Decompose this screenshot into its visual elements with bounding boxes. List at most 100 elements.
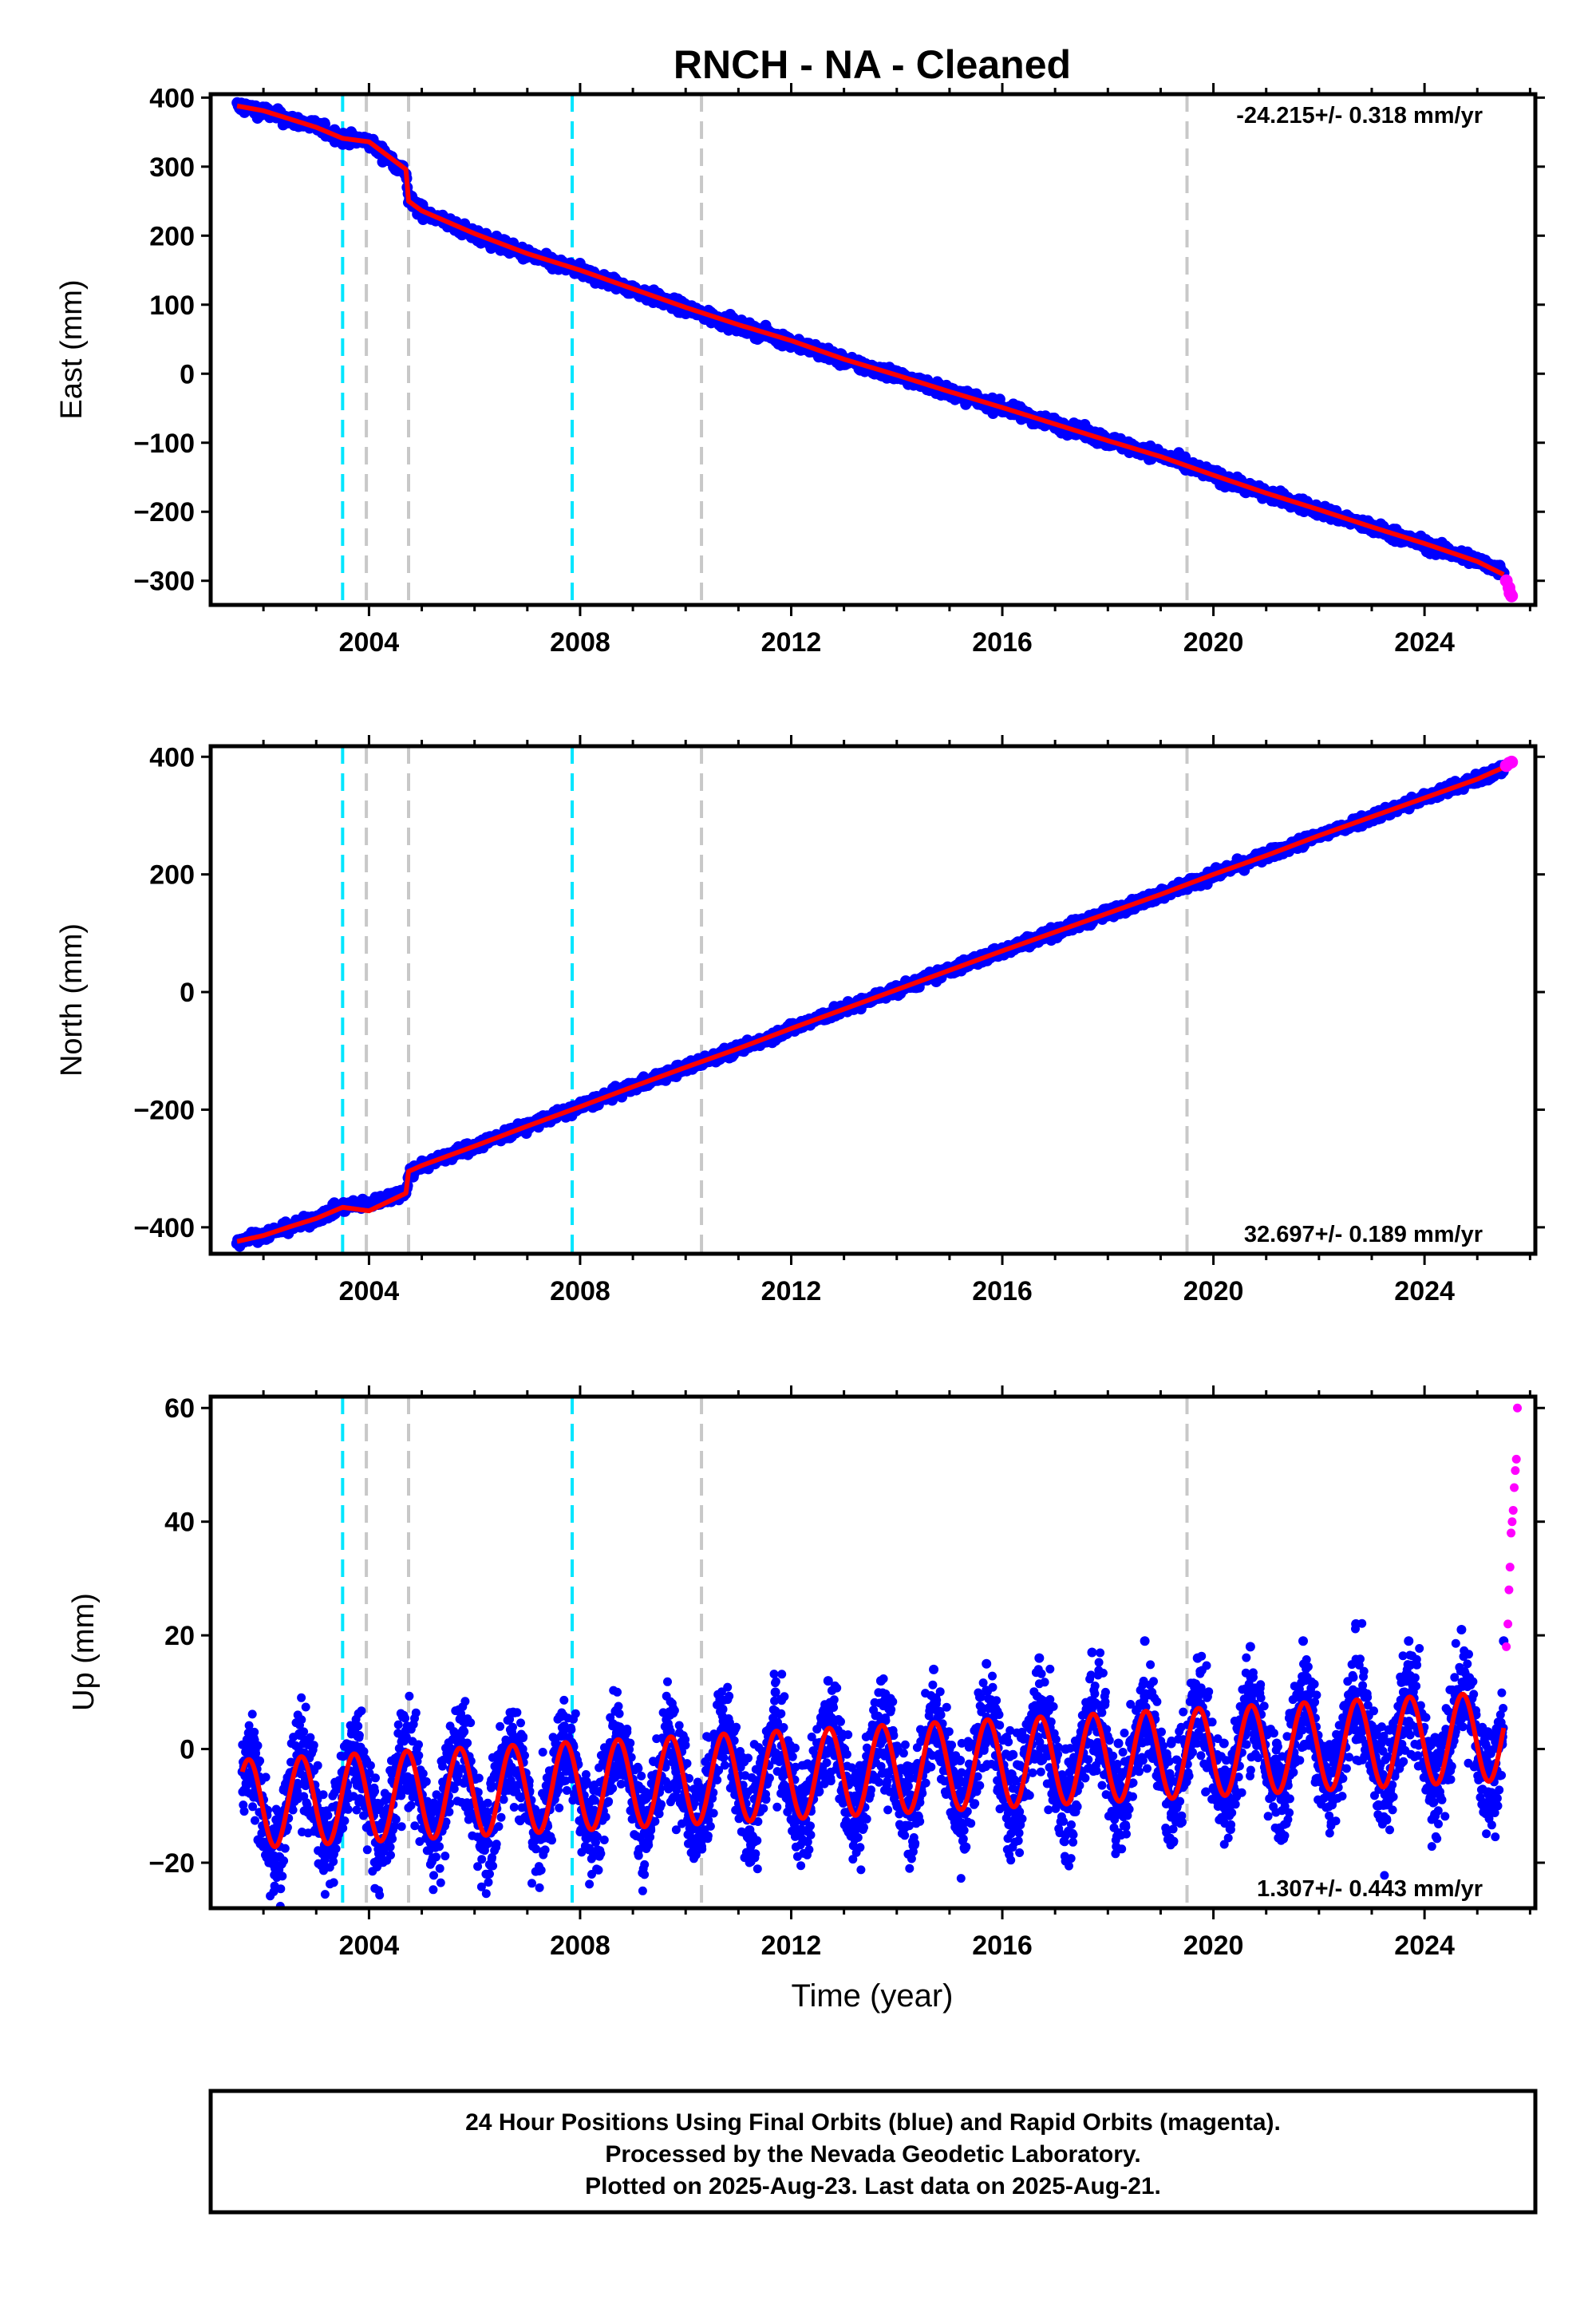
y-tick-label: 0 bbox=[180, 978, 195, 1008]
rapid-orbit-point bbox=[1507, 1528, 1516, 1538]
y-tick-label: −300 bbox=[133, 567, 195, 597]
figure-title: RNCH - NA - Cleaned bbox=[674, 42, 1071, 87]
x-tick-label: 2024 bbox=[1394, 627, 1455, 658]
final-orbit-point bbox=[1325, 1744, 1335, 1754]
plot-frame bbox=[208, 1394, 1538, 1911]
y-tick-label: 0 bbox=[180, 1735, 195, 1765]
footer-line-3: Plotted on 2025-Aug-23. Last data on 202… bbox=[585, 2173, 1161, 2199]
final-orbit-point bbox=[1377, 1733, 1388, 1743]
final-orbit-point bbox=[849, 1773, 859, 1783]
final-orbit-point bbox=[665, 1709, 675, 1720]
x-tick-label: 2020 bbox=[1183, 1931, 1244, 1961]
y-tick-label: 400 bbox=[149, 83, 195, 113]
rate-label: -24.215+/- 0.318 mm/yr bbox=[1236, 103, 1483, 128]
final-orbit-point bbox=[1034, 1653, 1045, 1663]
footer-box: 24 Hour Positions Using Final Orbits (bl… bbox=[208, 2089, 1538, 2215]
final-orbit-point bbox=[348, 1721, 358, 1732]
plot-area bbox=[237, 1397, 1523, 1908]
model-fit-line bbox=[235, 103, 1506, 577]
final-orbit-point bbox=[612, 1721, 622, 1732]
plot-inner bbox=[231, 746, 1519, 1254]
final-orbit-point bbox=[717, 1704, 728, 1714]
final-orbit-point bbox=[1166, 1738, 1176, 1749]
plot-frame bbox=[208, 744, 1538, 1256]
east-panel: East (mm) -24.215+/- 0.318 mm/yr 400 300 2… bbox=[55, 83, 1545, 658]
up-panel: Up (mm) 1.307+/- 0.443 mm/yr Time (year)… bbox=[67, 1385, 1545, 2014]
plot-frame bbox=[208, 92, 1538, 607]
x-tick-label: 2020 bbox=[1183, 1276, 1244, 1306]
final-orbit-points bbox=[231, 97, 1510, 581]
final-orbit-point bbox=[1430, 1733, 1440, 1743]
rapid-orbit-point bbox=[1511, 1454, 1521, 1464]
y-tick-label: 100 bbox=[149, 290, 195, 321]
x-tick-label: 2004 bbox=[339, 627, 400, 658]
final-orbit-point bbox=[982, 1658, 992, 1669]
final-orbit-point bbox=[823, 1676, 833, 1686]
y-tick-label: 60 bbox=[164, 1393, 195, 1424]
x-tick-label: 2004 bbox=[339, 1931, 400, 1961]
y-tick-label: 200 bbox=[149, 860, 195, 891]
x-tick-label: 2024 bbox=[1394, 1276, 1455, 1306]
x-tick-label: 2024 bbox=[1394, 1931, 1455, 1961]
rate-label: 32.697+/- 0.189 mm/yr bbox=[1244, 1222, 1483, 1247]
final-orbit-point bbox=[1061, 1744, 1071, 1754]
rapid-orbit-point bbox=[1505, 1563, 1515, 1572]
final-orbit-point bbox=[1456, 1625, 1467, 1635]
final-orbit-point bbox=[1298, 1636, 1309, 1646]
x-tick-label: 2016 bbox=[972, 1276, 1033, 1306]
final-orbit-points bbox=[238, 1618, 1508, 1908]
final-orbit-point bbox=[1219, 1738, 1229, 1749]
final-orbit-point bbox=[1140, 1636, 1150, 1646]
final-orbit-point bbox=[559, 1721, 570, 1732]
footer-line-1: 24 Hour Positions Using Final Orbits (bl… bbox=[465, 2109, 1281, 2136]
y-tick-label: −200 bbox=[133, 1095, 195, 1125]
y-tick-label: −400 bbox=[133, 1213, 195, 1243]
x-tick-label: 2008 bbox=[550, 627, 610, 658]
rapid-orbit-point bbox=[1504, 1585, 1514, 1595]
rapid-orbit-point bbox=[1513, 1403, 1523, 1413]
x-tick-label: 2016 bbox=[972, 1931, 1033, 1961]
final-orbit-point bbox=[875, 1676, 886, 1686]
final-orbit-points bbox=[231, 759, 1510, 1252]
y-axis-label: North (mm) bbox=[55, 923, 89, 1077]
x-tick-label: 2020 bbox=[1183, 627, 1244, 658]
x-tick-label: 2012 bbox=[761, 1276, 822, 1306]
rapid-orbit-point bbox=[1503, 1619, 1513, 1629]
y-tick-label: 400 bbox=[149, 742, 195, 773]
final-orbit-point bbox=[1087, 1647, 1097, 1658]
final-orbit-point bbox=[955, 1755, 966, 1765]
y-axis-label: East (mm) bbox=[55, 279, 89, 419]
y-tick-label: −200 bbox=[133, 497, 195, 528]
final-orbit-point bbox=[269, 1858, 279, 1868]
final-orbit-point bbox=[770, 1687, 780, 1697]
y-tick-label: −20 bbox=[148, 1848, 195, 1879]
x-tick-label: 2012 bbox=[761, 627, 822, 658]
model-fit-line bbox=[235, 765, 1506, 1244]
rapid-orbit-point bbox=[1511, 1466, 1520, 1476]
plot-inner bbox=[237, 1397, 1523, 1908]
y-tick-label: −100 bbox=[133, 429, 195, 459]
y-tick-label: 200 bbox=[149, 221, 195, 251]
final-orbit-point bbox=[796, 1784, 807, 1794]
x-tick-label: 2008 bbox=[550, 1276, 610, 1306]
rate-label: 1.307+/- 0.443 mm/yr bbox=[1257, 1876, 1483, 1902]
north-panel: North (mm) 32.697+/- 0.189 mm/yr 400 200 0… bbox=[55, 735, 1545, 1306]
y-tick-label: 40 bbox=[164, 1508, 195, 1538]
plot-area bbox=[231, 746, 1519, 1254]
final-orbit-point bbox=[1404, 1636, 1414, 1646]
final-orbit-point bbox=[1483, 1727, 1493, 1737]
y-tick-label: 20 bbox=[164, 1621, 195, 1651]
rapid-orbit-point bbox=[1505, 589, 1519, 603]
rapid-orbit-point bbox=[1505, 755, 1519, 769]
x-axis-label: Time (year) bbox=[792, 1978, 954, 2014]
rapid-orbit-point bbox=[1510, 1483, 1519, 1492]
y-tick-label: 300 bbox=[149, 152, 195, 183]
final-orbit-point bbox=[1351, 1618, 1361, 1629]
final-orbit-point bbox=[401, 1733, 411, 1743]
final-orbit-point bbox=[902, 1761, 912, 1771]
rapid-orbit-point bbox=[1507, 1517, 1517, 1527]
final-orbit-point bbox=[1008, 1749, 1018, 1760]
footer-line-2: Processed by the Nevada Geodetic Laborat… bbox=[605, 2141, 1140, 2168]
model-fit-line bbox=[239, 1691, 1507, 1849]
